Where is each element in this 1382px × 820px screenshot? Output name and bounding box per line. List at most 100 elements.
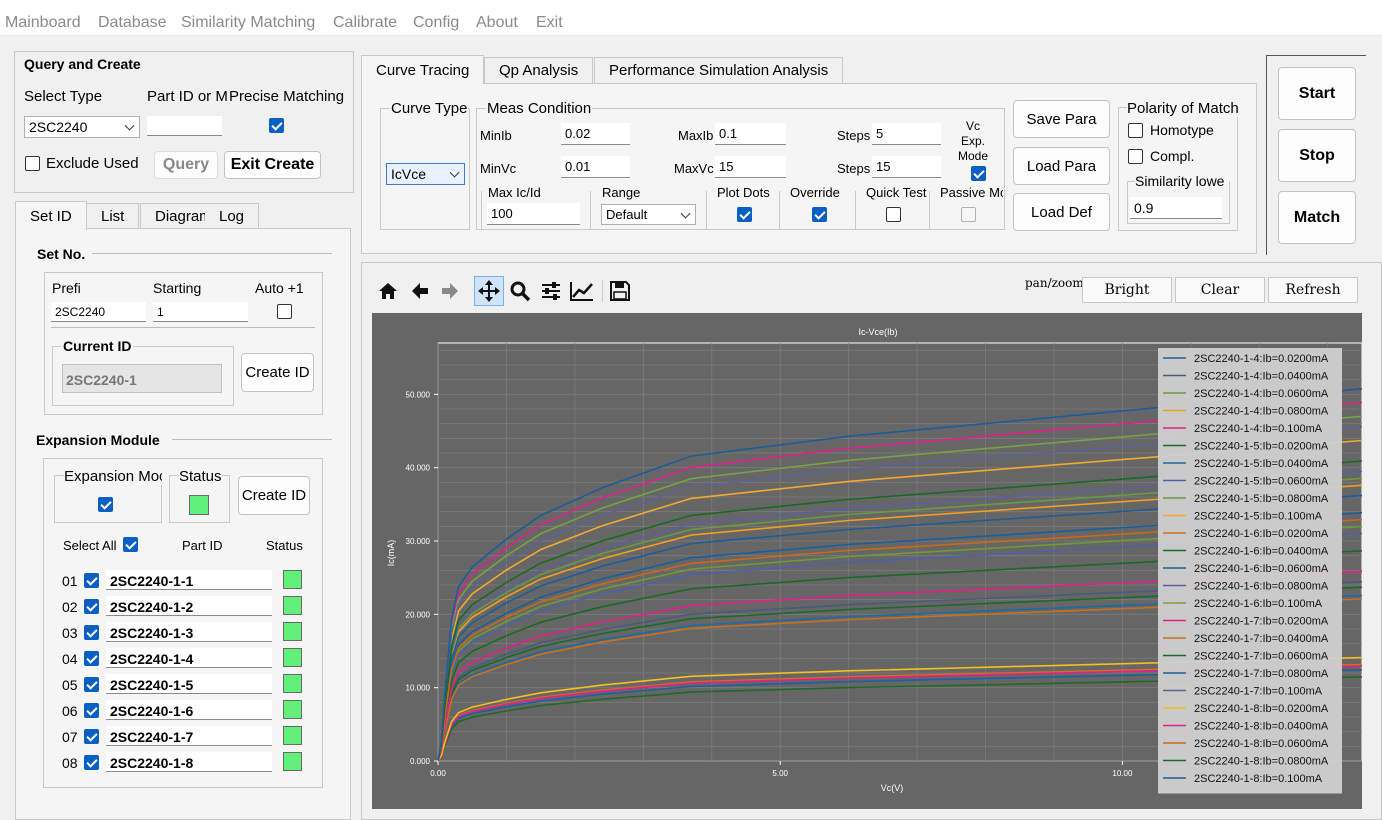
legend-entry: 2SC2240-1-6:Ib=0.100mA [1194, 598, 1323, 610]
row-select-checkbox[interactable] [84, 677, 99, 692]
auto-plus-one-label: Auto +1 [255, 280, 304, 296]
row-part-id-input[interactable]: 2SC2240-1-6 [106, 700, 272, 720]
chart-title: Ic-Vce(Ib) [858, 327, 897, 337]
row-part-id-input[interactable]: 2SC2240-1-8 [106, 752, 272, 772]
minvc-input[interactable]: 0.01 [561, 156, 630, 178]
exclude-used-checkbox[interactable] [25, 156, 40, 171]
back-arrow-icon[interactable] [407, 278, 433, 304]
legend-entry: 2SC2240-1-6:Ib=0.0600mA [1194, 563, 1329, 575]
override-checkbox[interactable] [812, 207, 827, 222]
row-select-checkbox[interactable] [84, 651, 99, 666]
x-tick-label: 5.00 [772, 769, 788, 778]
polarity-label: Polarity of Match [1127, 100, 1238, 117]
tab-set-id[interactable]: Set ID [15, 201, 87, 230]
tab-log[interactable]: Log [205, 203, 260, 229]
steps-ib-label: Steps [837, 128, 871, 143]
legend-entry: 2SC2240-1-7:Ib=0.0400mA [1194, 633, 1329, 645]
legend-entry: 2SC2240-1-4:Ib=0.0600mA [1194, 388, 1329, 400]
menu-about[interactable]: About [476, 14, 518, 31]
prefix-input[interactable]: 2SC2240 [51, 302, 146, 322]
part-id-header: Part ID [182, 538, 223, 553]
curve-type-dropdown[interactable]: IcVce [386, 163, 465, 185]
select-type-dropdown[interactable]: 2SC2240 [24, 116, 140, 138]
steps-vc-label: Steps [837, 161, 871, 176]
pan-move-icon[interactable] [474, 276, 504, 306]
tab-list[interactable]: List [86, 203, 140, 229]
max-icid-input[interactable]: 100 [487, 203, 580, 225]
forward-arrow-icon[interactable] [437, 278, 463, 304]
row-part-id-input[interactable]: 2SC2240-1-3 [106, 622, 272, 642]
legend-entry: 2SC2240-1-5:Ib=0.0400mA [1194, 458, 1329, 470]
match-button[interactable]: Match [1278, 191, 1356, 244]
quick-test-checkbox[interactable] [886, 207, 901, 222]
load-para-button[interactable]: Load Para [1013, 147, 1110, 185]
override-label: Override [790, 185, 840, 200]
query-button[interactable]: Query [154, 151, 218, 179]
maxvc-input[interactable]: 15 [715, 156, 786, 178]
expansion-module-checkbox[interactable] [98, 497, 113, 512]
menu-config[interactable]: Config [413, 14, 460, 31]
expansion-create-id-button[interactable]: Create ID [238, 476, 310, 515]
plot-dots-checkbox[interactable] [737, 207, 752, 222]
tab-curve-tracing[interactable]: Curve Tracing [361, 55, 485, 84]
tab-performance-simulation[interactable]: Performance Simulation Analysis [594, 57, 844, 83]
compl-checkbox[interactable] [1128, 149, 1143, 164]
bright-button[interactable]: Bright [1082, 277, 1172, 303]
exclude-used-label: Exclude Used [46, 155, 139, 172]
refresh-button[interactable]: Refresh [1268, 277, 1358, 303]
legend-entry: 2SC2240-1-8:Ib=0.100mA [1194, 773, 1323, 785]
current-id-label: Current ID [61, 338, 134, 354]
range-dropdown[interactable]: Default [601, 204, 696, 225]
homotype-checkbox[interactable] [1128, 123, 1143, 138]
clear-button[interactable]: Clear [1175, 277, 1265, 303]
passive-mode-checkbox[interactable] [961, 207, 976, 222]
minib-input[interactable]: 0.02 [561, 123, 630, 145]
save-disk-icon[interactable] [607, 278, 633, 304]
select-all-checkbox[interactable] [123, 537, 138, 552]
plot-mode-text: pan/zoom [1025, 276, 1084, 290]
steps-ib-input[interactable]: 5 [872, 123, 941, 145]
row-part-id-input[interactable]: 2SC2240-1-7 [106, 726, 272, 746]
maxib-input[interactable]: 0.1 [715, 123, 786, 145]
row-select-checkbox[interactable] [84, 729, 99, 744]
series-line [437, 598, 1362, 762]
tab-diagram[interactable]: Diagram [140, 203, 215, 229]
legend-entry: 2SC2240-1-7:Ib=0.0200mA [1194, 616, 1329, 628]
load-def-button[interactable]: Load Def [1013, 193, 1110, 231]
row-part-id-input[interactable]: 2SC2240-1-4 [106, 648, 272, 668]
menu-calibrate[interactable]: Calibrate [333, 14, 398, 31]
row-number: 08 [62, 755, 78, 771]
home-icon[interactable] [375, 278, 401, 304]
vc-exp-mode-checkbox[interactable] [971, 166, 986, 181]
auto-plus-one-checkbox[interactable] [277, 304, 292, 319]
expansion-module-label: Expansion Moc [64, 468, 162, 485]
starting-input[interactable]: 1 [153, 302, 248, 322]
precise-matching-checkbox[interactable] [269, 118, 284, 133]
similarity-lower-input[interactable]: 0.9 [1130, 197, 1222, 219]
status-header: Status [266, 538, 303, 553]
menu-mainboard[interactable]: Mainboard [5, 14, 81, 31]
menu-exit[interactable]: Exit [536, 14, 563, 31]
menu-database[interactable]: Database [98, 14, 167, 31]
exit-create-button[interactable]: Exit Create [224, 151, 321, 179]
row-select-checkbox[interactable] [84, 573, 99, 588]
menu-similarity-matching[interactable]: Similarity Matching [181, 14, 316, 31]
row-part-id-input[interactable]: 2SC2240-1-2 [106, 596, 272, 616]
row-select-checkbox[interactable] [84, 599, 99, 614]
series-line [437, 570, 1362, 762]
start-button[interactable]: Start [1278, 67, 1356, 120]
configure-sliders-icon[interactable] [538, 278, 564, 304]
row-part-id-input[interactable]: 2SC2240-1-1 [106, 570, 272, 590]
row-select-checkbox[interactable] [84, 703, 99, 718]
stop-button[interactable]: Stop [1278, 129, 1356, 182]
save-para-button[interactable]: Save Para [1013, 100, 1110, 138]
zoom-magnifier-icon[interactable] [507, 278, 533, 304]
steps-vc-input[interactable]: 15 [872, 156, 941, 178]
row-select-checkbox[interactable] [84, 625, 99, 640]
create-id-button[interactable]: Create ID [241, 353, 314, 392]
part-id-input[interactable] [147, 116, 222, 136]
row-part-id-input[interactable]: 2SC2240-1-5 [106, 674, 272, 694]
tab-qp-analysis[interactable]: Qp Analysis [484, 57, 594, 83]
row-select-checkbox[interactable] [84, 755, 99, 770]
line-chart-icon[interactable] [569, 278, 595, 304]
